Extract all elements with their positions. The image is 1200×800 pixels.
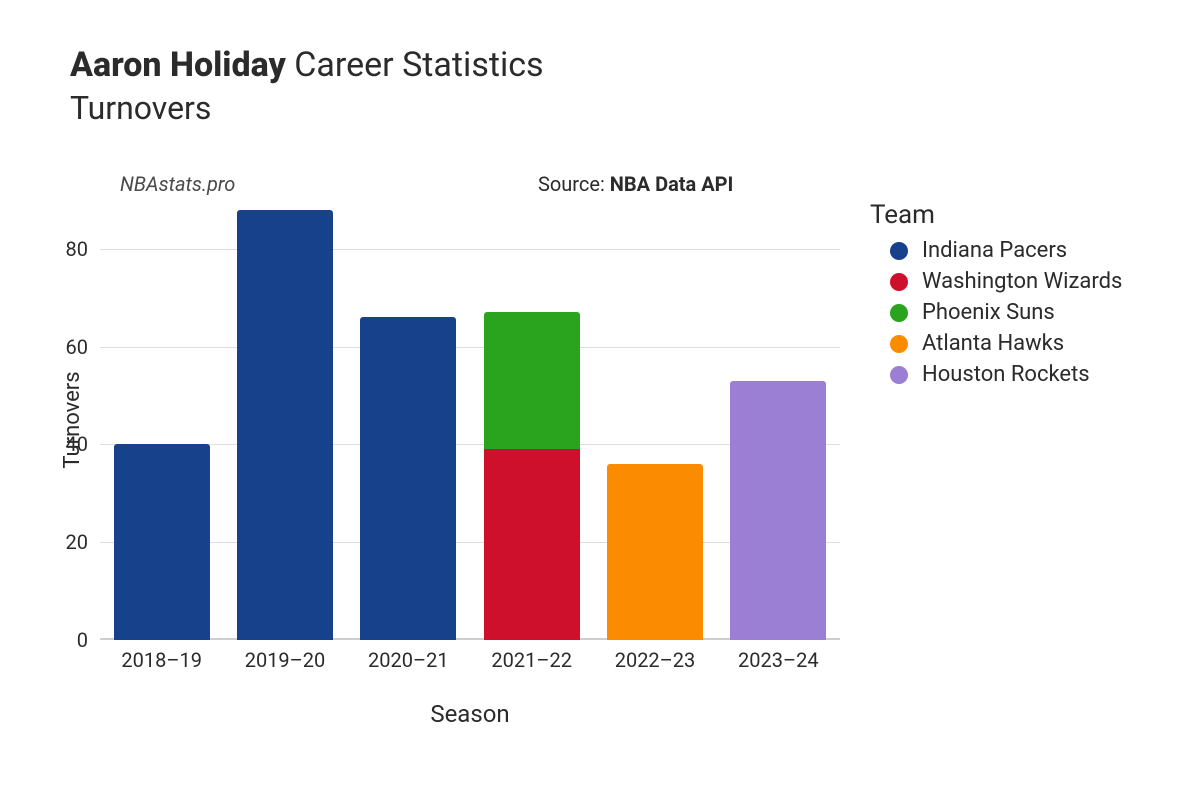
x-tick-label: 2022–23 [615, 648, 696, 672]
bar-segment [360, 317, 456, 640]
x-tick-label: 2023–24 [738, 648, 819, 672]
x-tick-label: 2018–19 [121, 648, 202, 672]
title-block: Aaron Holiday Career Statistics Turnover… [70, 44, 544, 127]
legend-title: Team [870, 200, 1122, 230]
bar [607, 464, 703, 640]
legend-item: Phoenix Suns [890, 300, 1122, 325]
legend-label: Indiana Pacers [922, 238, 1067, 263]
bar-segment [484, 312, 580, 449]
x-tick-label: 2020–21 [368, 648, 449, 672]
bar-segment [607, 464, 703, 640]
bar-segment [114, 444, 210, 640]
x-tick-label: 2019–20 [245, 648, 326, 672]
legend-label: Houston Rockets [922, 362, 1090, 387]
legend: Team Indiana Pacers Washington Wizards Pho… [870, 200, 1122, 393]
gridline [100, 347, 840, 348]
y-tick-label: 80 [28, 237, 88, 261]
chart-subtitle: Turnovers [70, 89, 544, 127]
legend-item: Indiana Pacers [890, 238, 1122, 263]
legend-swatch [890, 335, 908, 353]
title-rest: Career Statistics [286, 45, 544, 85]
chart-container: Aaron Holiday Career Statistics Turnover… [0, 0, 1200, 800]
legend-label: Washington Wizards [922, 269, 1122, 294]
y-tick-label: 20 [28, 530, 88, 554]
bar-segment [730, 381, 826, 640]
legend-swatch [890, 366, 908, 384]
bar [360, 317, 456, 640]
source-name: NBA Data API [610, 172, 734, 196]
x-tick-label: 2021–22 [491, 648, 572, 672]
legend-swatch [890, 242, 908, 260]
source-prefix: Source: [538, 172, 610, 196]
bar-segment [237, 210, 333, 640]
bar [484, 312, 580, 640]
legend-item: Washington Wizards [890, 269, 1122, 294]
source-attribution: Source: NBA Data API [538, 172, 733, 196]
gridline [100, 444, 840, 445]
legend-item: Houston Rockets [890, 362, 1122, 387]
y-tick-label: 40 [28, 432, 88, 456]
legend-item: Atlanta Hawks [890, 331, 1122, 356]
title-player: Aaron Holiday [70, 45, 286, 85]
x-axis-baseline [100, 638, 840, 640]
legend-label: Phoenix Suns [922, 300, 1055, 325]
chart-title: Aaron Holiday Career Statistics [70, 44, 544, 87]
y-tick-label: 60 [28, 335, 88, 359]
x-axis-title: Season [430, 700, 509, 728]
gridline [100, 542, 840, 543]
y-tick-label: 0 [28, 628, 88, 652]
bar-segment [484, 449, 580, 640]
watermark: NBAstats.pro [120, 172, 235, 196]
bar [114, 444, 210, 640]
gridline [100, 249, 840, 250]
bar [730, 381, 826, 640]
legend-label: Atlanta Hawks [922, 331, 1064, 356]
bar [237, 210, 333, 640]
legend-swatch [890, 273, 908, 291]
plot-area: Turnovers Season 0204060802018–192019–20… [100, 200, 840, 640]
legend-swatch [890, 304, 908, 322]
